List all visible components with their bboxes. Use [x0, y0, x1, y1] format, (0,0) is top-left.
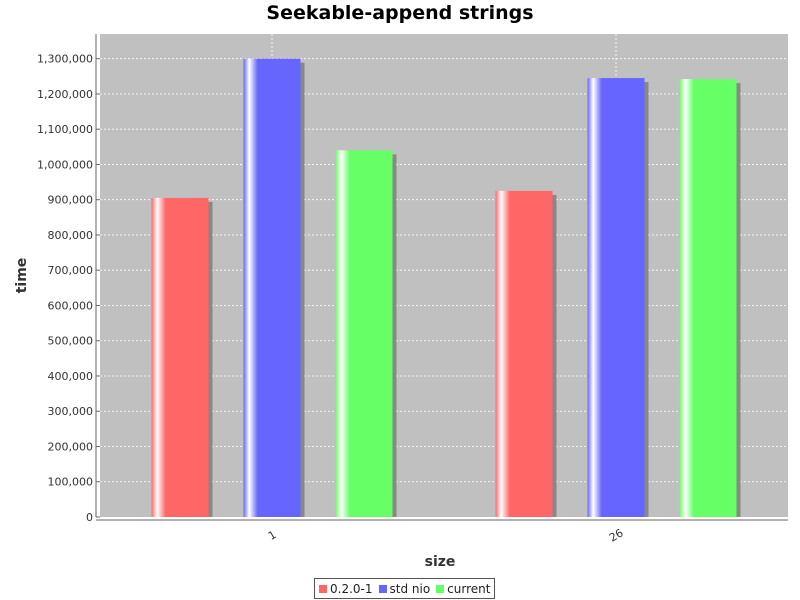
x-tick-label: 1	[266, 528, 279, 543]
legend-swatch	[436, 584, 445, 593]
bar-0-1	[495, 190, 553, 518]
bar-2-0	[335, 150, 393, 517]
legend: 0.2.0-1 std nio current	[314, 578, 496, 599]
y-tick-label: 400,000	[48, 370, 94, 383]
chart-title: Seekable-append strings	[266, 2, 534, 24]
y-tick-label: 1,300,000	[37, 53, 93, 66]
legend-label: current	[447, 581, 491, 596]
plot-area	[100, 34, 788, 517]
legend-item: 0.2.0-1	[319, 582, 373, 596]
y-tick-label: 800,000	[48, 229, 94, 242]
y-tick-label: 700,000	[48, 264, 94, 277]
y-tick-label: 0	[86, 511, 93, 524]
legend-item: std nio	[378, 581, 431, 596]
bar-1-1	[587, 78, 645, 518]
y-tick-label: 1,100,000	[37, 123, 93, 136]
y-tick-label: 1,200,000	[37, 88, 93, 101]
legend-label: 0.2.0-1	[330, 581, 373, 596]
y-tick-label: 200,000	[48, 440, 94, 453]
legend-swatch	[319, 584, 327, 593]
y-axis-label: time	[14, 258, 30, 294]
y-tick-label: 600,000	[48, 299, 94, 312]
bar-0-0	[151, 197, 209, 517]
y-tick-label: 100,000	[48, 476, 94, 489]
bar-1-0	[243, 58, 301, 517]
x-tick-label: 26	[607, 526, 626, 544]
legend-item: current	[436, 582, 490, 596]
y-tick-label: 900,000	[48, 194, 94, 207]
y-tick-label: 500,000	[48, 335, 94, 348]
y-tick-label: 1,000,000	[37, 158, 93, 171]
legend-label: std nio	[389, 581, 431, 596]
bars	[151, 58, 741, 518]
legend-swatch	[378, 584, 387, 593]
y-tick-label: 300,000	[48, 405, 94, 418]
x-axis-label: size	[425, 554, 456, 570]
bar-2-1	[679, 79, 737, 517]
